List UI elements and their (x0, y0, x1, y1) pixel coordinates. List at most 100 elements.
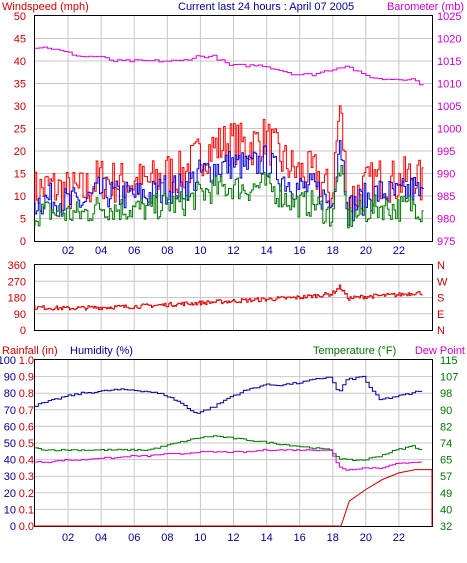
y-tick-label: 90 (14, 309, 26, 321)
barometer-line (34, 46, 424, 86)
y-tick-label: 15 (14, 169, 26, 181)
windspeed-line (34, 105, 424, 214)
y-tick-label: 0 (20, 236, 26, 248)
y-tick-label: 0.7 (19, 405, 34, 417)
y2-tick-label: 1020 (437, 34, 461, 46)
y-tick-label: 0.6 (19, 421, 34, 433)
y2-tick-label: W (437, 276, 448, 288)
x-tick-label: 08 (161, 245, 173, 257)
y-tick-label: 10 (4, 504, 16, 516)
windspeed-axis-label: Windspeed (mph) (2, 1, 89, 13)
y2-tick-label: 74 (440, 438, 452, 450)
wind-gust-line (34, 140, 424, 226)
y2-tick-label: 40 (440, 504, 452, 516)
y-tick-label: 0.9 (19, 372, 34, 384)
y-tick-label: 360 (8, 260, 26, 272)
y-tick-label: 180 (8, 293, 26, 305)
y-tick-label: 20 (4, 488, 16, 500)
y2-tick-label: E (437, 309, 444, 321)
wind-direction-line (34, 284, 423, 311)
chart-title: Current last 24 hours : April 07 2005 (178, 1, 354, 13)
x-tick-label: 04 (95, 245, 107, 257)
y2-tick-label: 65 (440, 455, 452, 467)
dewpoint-axis-label: Dew Point (415, 345, 465, 357)
x-tick-label: 04 (95, 532, 107, 544)
y2-tick-label: 985 (437, 191, 455, 203)
x-tick-label: 08 (161, 532, 173, 544)
y-tick-label: 25 (14, 124, 26, 136)
y2-tick-label: 49 (440, 488, 452, 500)
y-tick-label: 0 (10, 521, 16, 533)
x-tick-label: 22 (393, 532, 405, 544)
y-tick-label: 1.0 (19, 355, 34, 367)
y2-tick-label: 32 (440, 521, 452, 533)
y-tick-label: 10 (14, 191, 26, 203)
y-tick-label: 20 (14, 146, 26, 158)
x-tick-label: 12 (227, 245, 239, 257)
y-tick-label: 0.1 (19, 504, 34, 516)
y2-tick-label: 1000 (437, 124, 461, 136)
y-tick-label: 100 (0, 355, 16, 367)
y2-tick-label: 980 (437, 214, 455, 226)
x-tick-label: 20 (360, 245, 372, 257)
x-tick-label: 16 (294, 532, 306, 544)
temperature-axis-label: Temperature (°F) (313, 345, 396, 357)
x-tick-label: 10 (194, 245, 206, 257)
y-tick-label: 45 (14, 34, 26, 46)
humidity-line (34, 375, 423, 414)
y2-tick-label: 90 (440, 405, 452, 417)
y2-tick-label: 115 (440, 355, 458, 367)
y2-tick-label: 995 (437, 146, 455, 158)
x-tick-label: 02 (62, 245, 74, 257)
y-tick-label: 0.8 (19, 388, 34, 400)
y2-tick-label: 107 (440, 372, 458, 384)
y2-tick-label: 57 (440, 471, 452, 483)
y-tick-label: 40 (14, 56, 26, 68)
dewpoint-line (34, 448, 423, 471)
wind-average-line (34, 165, 424, 229)
y2-tick-label: 1005 (437, 101, 461, 113)
y-tick-label: 70 (4, 405, 16, 417)
rainfall-line (35, 469, 433, 527)
y-tick-label: 5 (20, 214, 26, 226)
y-tick-label: 0 (20, 325, 26, 337)
y-tick-label: 30 (4, 471, 16, 483)
y2-tick-label: 1010 (437, 79, 461, 91)
y2-tick-label: 82 (440, 421, 452, 433)
y-tick-label: 0.2 (19, 488, 34, 500)
y2-tick-label: 1015 (437, 56, 461, 68)
y2-tick-label: S (437, 293, 444, 305)
y2-tick-label: 975 (437, 236, 455, 248)
x-tick-label: 12 (227, 532, 239, 544)
y-tick-label: 35 (14, 79, 26, 91)
y-tick-label: 270 (8, 276, 26, 288)
x-tick-label: 22 (393, 245, 405, 257)
x-tick-label: 16 (294, 245, 306, 257)
axis-tick-labels: 0510152025303540455097598098599099510001… (0, 11, 461, 544)
y-tick-label: 50 (4, 438, 16, 450)
x-tick-label: 06 (128, 245, 140, 257)
y-tick-label: 30 (14, 101, 26, 113)
barometer-axis-label: Barometer (mb) (387, 1, 464, 13)
y-tick-label: 40 (4, 455, 16, 467)
y-tick-label: 0.0 (19, 521, 34, 533)
x-tick-label: 14 (260, 245, 272, 257)
humidity-axis-label: Humidity (%) (70, 345, 133, 357)
y2-tick-label: 990 (437, 169, 455, 181)
y-tick-label: 80 (4, 388, 16, 400)
y-tick-label: 0.3 (19, 471, 34, 483)
y-tick-label: 0.4 (19, 455, 34, 467)
x-tick-label: 02 (62, 532, 74, 544)
temperature-line (34, 435, 423, 461)
y-tick-label: 50 (14, 11, 26, 23)
y-tick-label: 0.5 (19, 438, 34, 450)
y2-tick-label: 98 (440, 388, 452, 400)
temp-panel-series (34, 375, 433, 527)
y-tick-label: 60 (4, 421, 16, 433)
rainfall-axis-label: Rainfall (in) (2, 345, 58, 357)
y2-tick-label: 1025 (437, 11, 461, 23)
y-tick-label: 90 (4, 372, 16, 384)
x-tick-label: 20 (360, 532, 372, 544)
y2-tick-label: N (437, 260, 445, 272)
